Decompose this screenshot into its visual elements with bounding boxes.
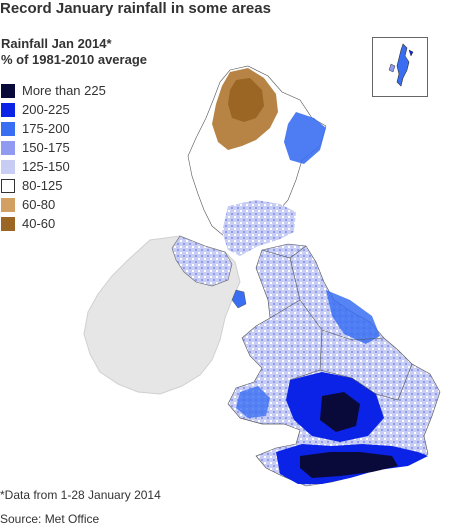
legend-item: 150-175 [0,140,160,156]
source-credit: Source: Met Office [0,512,100,526]
map-subtitle-units: % of 1981-2010 average [1,52,147,67]
legend-label: 80-125 [22,178,63,193]
thames-valley-record [320,392,360,432]
isle-of-man [231,289,247,309]
legend-item: 40-60 [0,216,160,232]
northern-ireland [171,235,233,287]
south-coast-record [300,452,398,478]
legend-label: 60-80 [22,197,56,212]
legend-swatch [1,122,15,136]
legend-item: 60-80 [0,197,160,213]
legend-swatch [1,141,15,155]
legend-item: 80-125 [0,178,160,194]
map-title: Record January rainfall in some areas [0,0,271,17]
northern-england-wet [326,290,380,344]
legend-item: 125-150 [0,159,160,175]
legend-swatch [1,179,15,193]
legend-label: 175-200 [22,121,70,136]
region-borders [239,245,413,425]
legend-swatch [1,84,15,98]
legend-swatch [1,160,15,174]
legend-item: More than 225 [0,83,160,99]
northeast-scotland-wet [284,112,326,164]
footnote: *Data from 1-28 January 2014 [0,488,161,502]
map-subtitle: Rainfall Jan 2014* [1,36,112,51]
legend-label: 150-175 [22,140,70,155]
legend-item: 200-225 [0,102,160,118]
legend-swatch [1,103,15,117]
legend-item: 175-200 [0,121,160,137]
highlands-very-dry-area [228,78,264,122]
shetland-inset [372,37,428,97]
legend-label: More than 225 [22,83,106,98]
wales-wet-area [236,386,270,418]
shetland-islands [388,43,414,87]
legend-swatch [1,198,15,212]
legend-swatch [1,217,15,231]
legend-label: 200-225 [22,102,70,117]
southern-scotland-wet [222,200,296,256]
legend-label: 40-60 [22,216,56,231]
legend-label: 125-150 [22,159,70,174]
